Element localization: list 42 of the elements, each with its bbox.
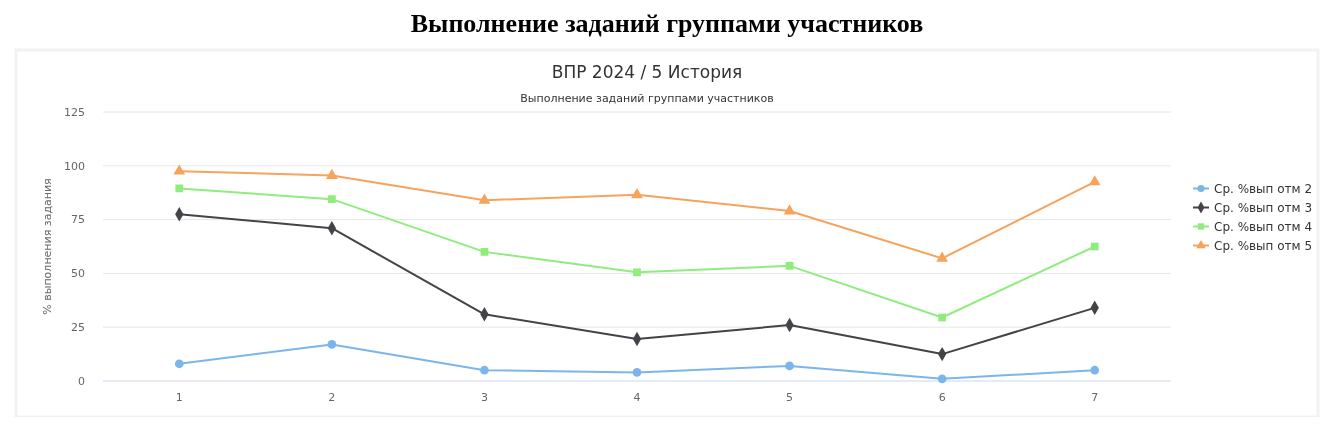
x-tick-label: 2 xyxy=(328,391,336,404)
y-tick-label: 100 xyxy=(64,159,85,173)
point xyxy=(783,204,796,215)
y-tick-label: 25 xyxy=(71,321,85,335)
point xyxy=(327,340,337,349)
point xyxy=(936,251,949,262)
point xyxy=(631,188,643,199)
point xyxy=(1088,175,1101,186)
legend-label: Ср. %вып отм 5 xyxy=(1214,238,1313,253)
point xyxy=(480,365,489,375)
point xyxy=(633,268,641,277)
point xyxy=(785,361,794,371)
x-tick-label: 3 xyxy=(480,391,488,404)
y-tick-label: 0 xyxy=(78,374,85,388)
x-tick-label: 1 xyxy=(175,391,183,404)
y-tick-label: 75 xyxy=(71,213,85,227)
point xyxy=(632,368,642,377)
text: Выполнение заданий группами участников xyxy=(410,9,924,38)
legend-label: Ср. %вып отм 3 xyxy=(1214,200,1313,215)
point xyxy=(938,313,947,322)
point xyxy=(173,164,186,175)
point xyxy=(174,359,184,369)
point xyxy=(327,195,336,204)
x-tick-label: 4 xyxy=(633,391,641,404)
chart-subtitle: Выполнение заданий группами участников xyxy=(520,92,774,105)
point xyxy=(478,193,491,204)
legend-label: Ср. %вып отм 4 xyxy=(1214,219,1313,234)
x-tick-label: 5 xyxy=(786,391,794,404)
legend-label: Ср. %вып отм 2 xyxy=(1214,181,1313,196)
y-tick-label: 50 xyxy=(71,267,85,281)
point xyxy=(175,184,184,193)
y-axis-title: % выполнения задания xyxy=(41,178,54,315)
chart-title: ВПР 2024 / 5 История xyxy=(551,62,743,82)
point xyxy=(1090,365,1100,375)
y-tick-label: 125 xyxy=(64,105,85,119)
point xyxy=(480,248,489,256)
x-tick-label: 7 xyxy=(1091,391,1099,404)
point xyxy=(1090,242,1099,251)
point xyxy=(785,262,794,270)
x-tick-label: 6 xyxy=(938,391,946,404)
point xyxy=(325,168,338,179)
point xyxy=(937,374,947,384)
